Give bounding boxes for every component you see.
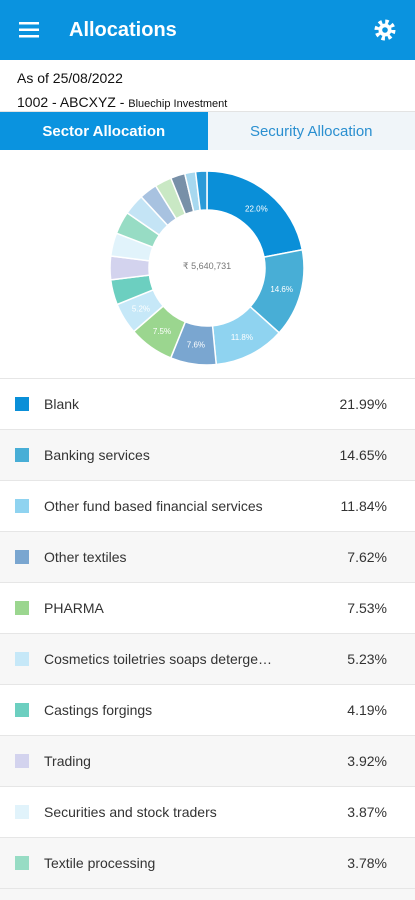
legend-name: Blank — [44, 396, 80, 412]
legend-swatch — [15, 703, 29, 717]
slice-label: 7.6% — [187, 341, 205, 350]
legend-percent: 7.53% — [347, 600, 387, 616]
legend-name: Other fund based financial services — [44, 498, 263, 514]
legend-row: Banking services 14.65% — [0, 429, 415, 480]
legend-swatch — [15, 397, 29, 411]
as-of-date: As of 25/08/2022 — [17, 70, 123, 86]
legend-row — [0, 888, 415, 900]
center-label: ₹ 5,640,731 — [183, 261, 231, 271]
legend-swatch — [15, 805, 29, 819]
legend-swatch — [15, 754, 29, 768]
legend-percent: 7.62% — [347, 549, 387, 565]
header: Allocations — [0, 0, 415, 60]
tab[interactable]: Sector Allocation — [0, 112, 208, 150]
legend-percent: 11.84% — [340, 498, 387, 514]
legend-percent: 5.23% — [347, 651, 387, 667]
legend-name: Securities and stock traders — [44, 804, 217, 820]
legend-percent: 21.99% — [339, 396, 387, 412]
legend-name: Textile processing — [44, 855, 156, 871]
legend-row: Securities and stock traders 3.87% — [0, 786, 415, 837]
donut-slice — [194, 170, 208, 212]
legend-name: Trading — [44, 753, 91, 769]
donut-slice — [206, 170, 304, 258]
legend-percent: 3.87% — [347, 804, 387, 820]
legend-swatch — [15, 652, 29, 666]
account: 1002 - ABCXYZ - — [17, 94, 129, 110]
legend-swatch — [15, 448, 29, 462]
legend-row: Trading 3.92% — [0, 735, 415, 786]
slice-label: 11.8% — [231, 333, 253, 342]
slice-label: 22.0% — [245, 204, 268, 213]
legend-row: Castings forgings 4.19% — [0, 684, 415, 735]
slice-label: 5.2% — [132, 305, 150, 314]
legend-swatch — [15, 550, 29, 564]
legend-swatch — [15, 856, 29, 870]
donut-chart: 22.0% 14.6% 11.8% 7.6% 7.5% 5.2% ₹ 5,640,731 — [109, 170, 305, 366]
legend-name: Castings forgings — [44, 702, 153, 718]
legend-row: PHARMA 7.53% — [0, 582, 415, 633]
legend-percent: 3.92% — [347, 753, 387, 769]
account-line: 1002 - ABCXYZ - Bluechip Investment — [17, 90, 415, 116]
legend-name: Other textiles — [44, 549, 127, 565]
tabs: Sector Allocation Security Allocation — [0, 112, 415, 150]
slice-label: 7.5% — [153, 327, 171, 336]
legend-percent: 3.78% — [347, 855, 387, 871]
legend-row: Cosmetics toiletries soaps deterge… 5.23% — [0, 633, 415, 684]
legend-swatch — [15, 499, 29, 513]
legend-name: Banking services — [44, 447, 150, 463]
legend-swatch — [15, 601, 29, 615]
legend-name: PHARMA — [44, 600, 104, 616]
legend-percent: 4.19% — [347, 702, 387, 718]
legend-name: Cosmetics toiletries soaps deterge… — [44, 651, 272, 667]
slice-label: 14.6% — [270, 285, 293, 294]
legend-row: Textile processing 3.78% — [0, 837, 415, 888]
settings-icon[interactable] — [373, 18, 397, 42]
legend-list: Blank 21.99% Banking services 14.65% Other f… — [0, 378, 415, 900]
account-info: As of 25/08/2022 1002 - ABCXYZ - Bluechi… — [0, 60, 415, 112]
header-title: Allocations — [69, 18, 177, 41]
menu-icon[interactable] — [19, 22, 41, 38]
legend-row: Blank 21.99% — [0, 378, 415, 429]
legend-row: Other fund based financial services 11.84… — [0, 480, 415, 531]
tab[interactable]: Security Allocation — [207, 112, 415, 150]
legend-row: Other textiles 7.62% — [0, 531, 415, 582]
legend-percent: 14.65% — [339, 447, 387, 463]
scheme: Bluechip Investment — [128, 98, 228, 110]
